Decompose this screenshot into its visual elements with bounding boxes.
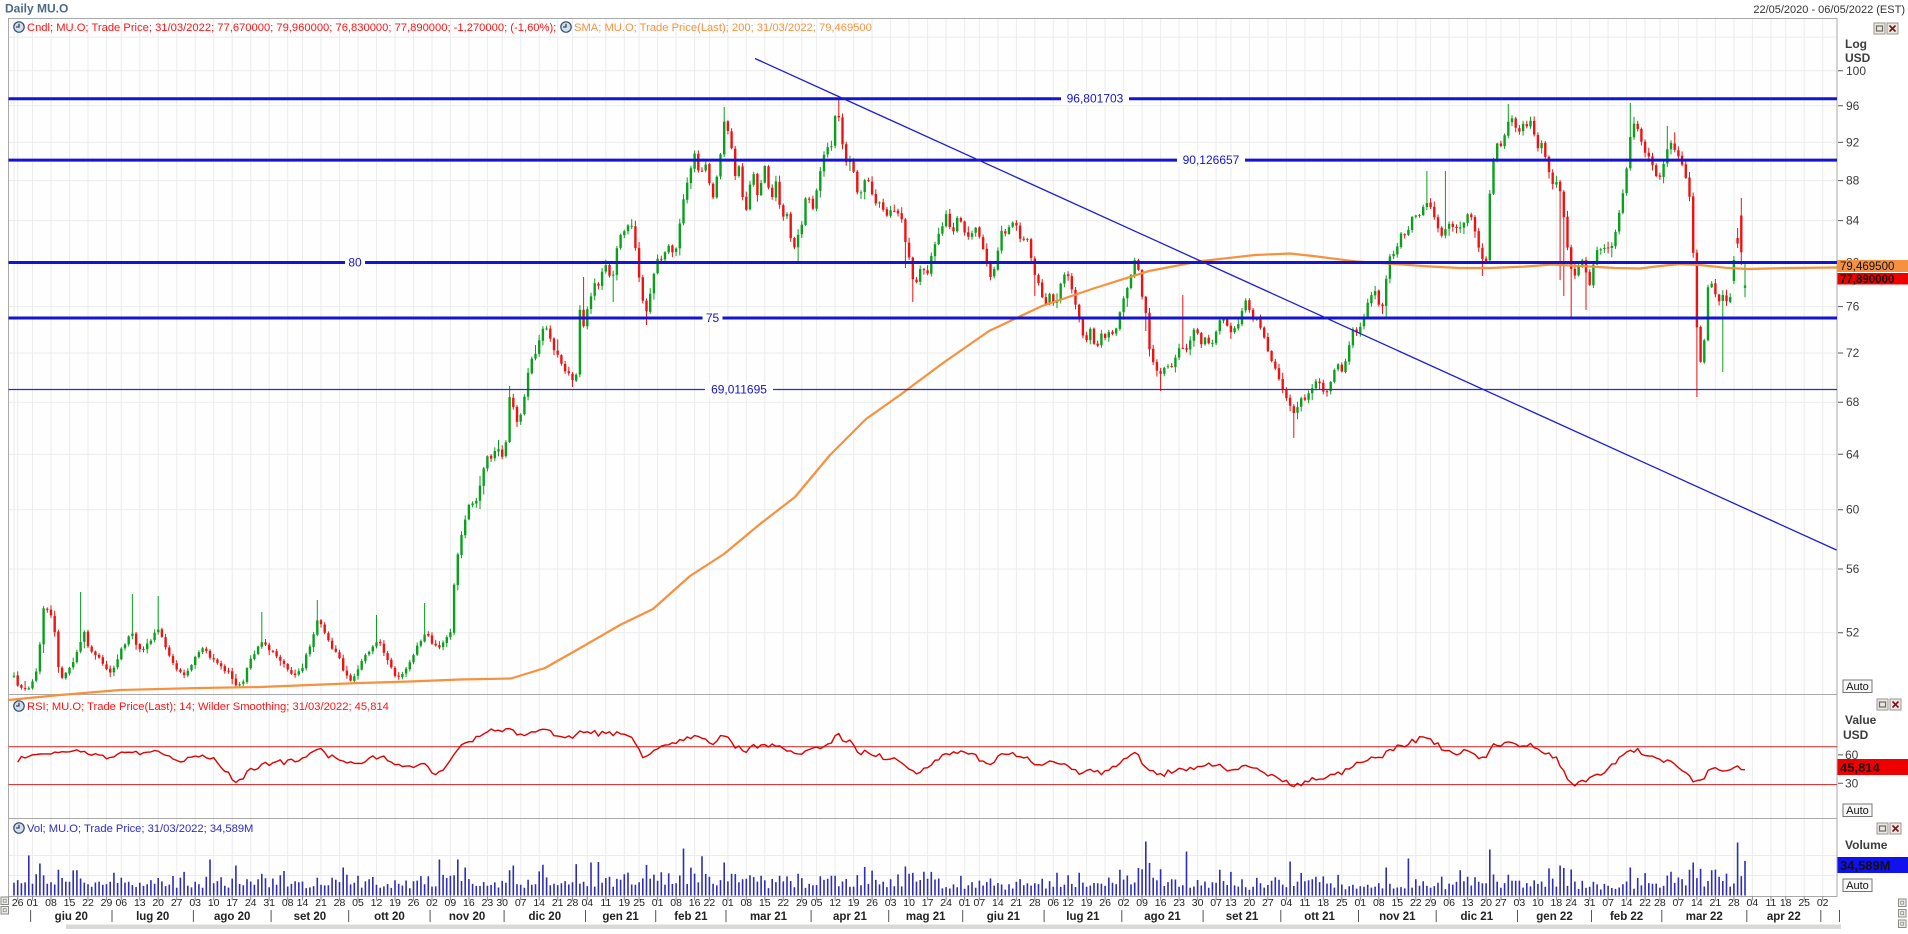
svg-text:34,589M: 34,589M <box>1840 858 1891 873</box>
svg-text:56: 56 <box>1846 562 1860 576</box>
svg-text:Auto: Auto <box>1846 880 1869 892</box>
svg-text:mag 21: mag 21 <box>906 911 946 923</box>
svg-text:Daily MU.O: Daily MU.O <box>5 2 68 16</box>
svg-text:dic 21: dic 21 <box>1460 911 1493 923</box>
svg-text:ott 20: ott 20 <box>374 911 405 923</box>
svg-text:gen 21: gen 21 <box>602 911 639 923</box>
svg-text:79,469500: 79,469500 <box>1840 261 1894 273</box>
svg-text:mar 21: mar 21 <box>750 911 788 923</box>
svg-text:apr 22: apr 22 <box>1767 911 1801 923</box>
svg-text:84: 84 <box>1846 214 1860 228</box>
svg-text:96: 96 <box>1846 99 1860 113</box>
svg-text:52: 52 <box>1846 626 1860 640</box>
svg-text:60: 60 <box>1846 503 1860 517</box>
svg-text:mar 22: mar 22 <box>1686 911 1723 923</box>
svg-text:set 20: set 20 <box>294 911 327 923</box>
svg-text:giu 20: giu 20 <box>55 911 88 923</box>
svg-text:set 21: set 21 <box>1226 911 1259 923</box>
svg-text:30: 30 <box>1845 777 1859 791</box>
svg-text:USD: USD <box>1843 728 1869 742</box>
svg-text:64: 64 <box>1846 447 1860 461</box>
svg-text:92: 92 <box>1846 135 1860 149</box>
svg-text:lug 21: lug 21 <box>1066 911 1100 923</box>
svg-text:feb 21: feb 21 <box>674 911 708 923</box>
svg-text:feb 22: feb 22 <box>1610 911 1643 923</box>
svg-text:22/05/2020 - 06/05/2022 (EST): 22/05/2020 - 06/05/2022 (EST) <box>1753 4 1905 16</box>
svg-text:72: 72 <box>1846 346 1860 360</box>
svg-text:45,814: 45,814 <box>1840 760 1881 775</box>
svg-text:96,801703: 96,801703 <box>1067 92 1124 106</box>
svg-text:100: 100 <box>1846 64 1866 78</box>
svg-text:Volume: Volume <box>1845 838 1888 852</box>
svg-text:apr 21: apr 21 <box>833 911 867 923</box>
svg-text:Value: Value <box>1845 713 1877 727</box>
svg-text:68: 68 <box>1846 395 1860 409</box>
svg-text:giu 21: giu 21 <box>987 911 1021 923</box>
svg-text:Auto: Auto <box>1846 681 1869 693</box>
svg-text:90,126657: 90,126657 <box>1183 153 1240 167</box>
svg-text:76: 76 <box>1846 300 1860 314</box>
svg-text:80: 80 <box>348 256 362 270</box>
svg-text:Vol; MU.O; Trade Price; 31/03: Vol; MU.O; Trade Price; 31/03/2022; 34,5… <box>27 823 253 835</box>
svg-text:69,011695: 69,011695 <box>711 383 767 397</box>
svg-text:nov 21: nov 21 <box>1379 911 1416 923</box>
svg-text:lug 20: lug 20 <box>136 911 169 923</box>
svg-text:ott 21: ott 21 <box>1304 911 1335 923</box>
svg-text:SMA; MU.O; Trade Price(Last);: SMA; MU.O; Trade Price(Last); 200; 31/03… <box>574 22 872 34</box>
svg-text:gen 22: gen 22 <box>1536 911 1572 923</box>
svg-text:nov 20: nov 20 <box>449 911 485 923</box>
svg-text:88: 88 <box>1846 174 1860 188</box>
svg-text:Auto: Auto <box>1846 805 1869 817</box>
svg-text:Cndl; MU.O; Trade Price; 31/03: Cndl; MU.O; Trade Price; 31/03/2022; 77,… <box>27 22 556 34</box>
svg-text:RSI; MU.O; Trade Price(Last);: RSI; MU.O; Trade Price(Last); 14; Wilder… <box>27 701 389 713</box>
svg-text:75: 75 <box>706 311 720 325</box>
svg-text:77,890000: 77,890000 <box>1840 274 1894 286</box>
svg-text:dic 20: dic 20 <box>528 911 561 923</box>
svg-text:Log: Log <box>1845 37 1867 51</box>
svg-text:ago 20: ago 20 <box>214 911 250 923</box>
svg-text:ago 21: ago 21 <box>1144 911 1181 923</box>
